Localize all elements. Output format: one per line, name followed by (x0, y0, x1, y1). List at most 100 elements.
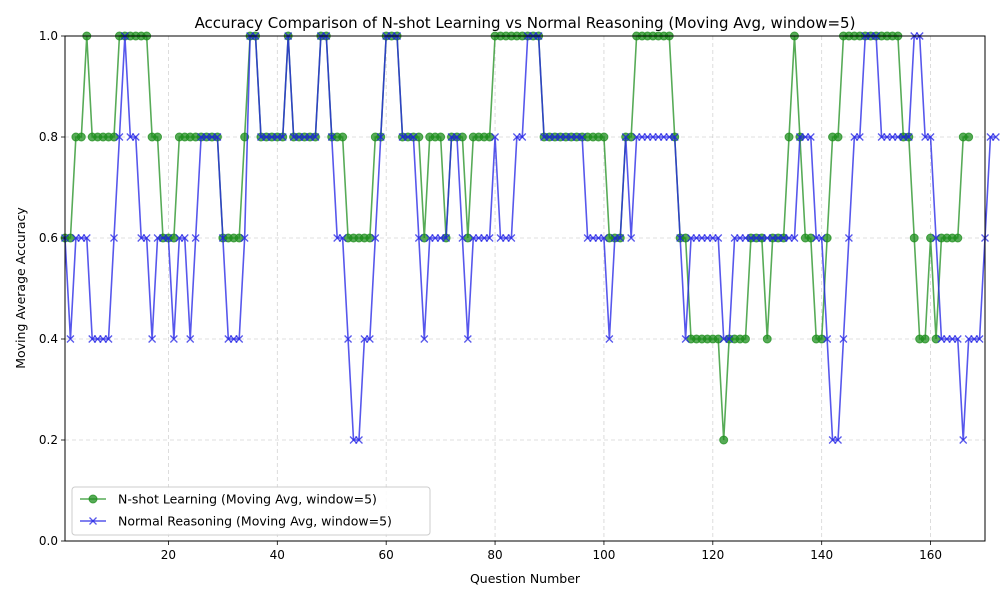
data-point (507, 234, 516, 242)
data-point (806, 233, 816, 243)
plot-frame (64, 35, 986, 542)
y-tick-label: 0.8 (39, 130, 58, 144)
data-point (839, 335, 848, 343)
data-point (627, 234, 636, 242)
x-axis-label: Question Number (470, 571, 581, 586)
legend-label: Normal Reasoning (Moving Avg, window=5) (118, 514, 392, 529)
data-point (784, 132, 794, 142)
data-point (371, 234, 380, 242)
data-point (855, 133, 864, 141)
data-point (713, 334, 723, 344)
data-point (65, 233, 75, 243)
x-axis: 20 40 60 80 100 120 140 160 (161, 541, 942, 562)
data-point (599, 234, 608, 242)
data-point (186, 335, 195, 343)
data-point (110, 234, 118, 242)
data-point (725, 335, 734, 343)
data-point (234, 233, 244, 243)
data-point (762, 334, 772, 344)
y-tick-label: 0.2 (39, 433, 58, 447)
data-point (991, 133, 1000, 141)
y-axis: 0.0 0.2 0.4 0.6 0.8 1.0 (39, 29, 65, 548)
data-point (953, 335, 962, 343)
data-point (931, 334, 941, 344)
data-point (740, 334, 750, 344)
data-point (278, 133, 287, 141)
data-point (180, 234, 189, 242)
data-point (817, 334, 827, 344)
data-point (714, 234, 723, 242)
data-point (458, 234, 467, 242)
data-point (719, 435, 729, 445)
data-point (681, 233, 691, 243)
data-point (436, 132, 446, 142)
data-point (131, 133, 140, 141)
data-point (670, 133, 679, 141)
x-tick-label: 100 (592, 548, 615, 562)
data-point (605, 335, 614, 343)
data-point (409, 133, 418, 141)
data-point (104, 335, 113, 343)
data-point (964, 132, 974, 142)
x-tick-label: 20 (161, 548, 176, 562)
legend-marker (89, 517, 97, 525)
x-tick-label: 40 (270, 548, 285, 562)
y-tick-label: 0.0 (39, 534, 58, 548)
data-point (518, 133, 527, 141)
data-point (834, 436, 842, 444)
data-point (148, 335, 157, 343)
data-point (169, 233, 179, 243)
data-point (344, 335, 353, 343)
data-point (485, 132, 495, 142)
data-point (909, 233, 919, 243)
data-point (66, 335, 75, 343)
x-tick-label: 140 (810, 548, 833, 562)
data-point (457, 132, 467, 142)
data-point (926, 133, 935, 141)
data-point (419, 233, 429, 243)
chart-title: Accuracy Comparison of N-shot Learning v… (195, 14, 856, 32)
data-point (463, 233, 473, 243)
data-point (414, 132, 424, 142)
data-point (806, 133, 815, 141)
data-point (681, 335, 690, 343)
data-point (621, 133, 630, 141)
data-point (142, 234, 151, 242)
data-point (959, 436, 968, 444)
data-point (420, 335, 429, 343)
data-point (822, 233, 832, 243)
data-point (452, 133, 461, 141)
data-point (414, 234, 423, 242)
data-point (338, 132, 348, 142)
y-tick-label: 1.0 (39, 29, 58, 43)
data-point (213, 133, 222, 141)
data-point (823, 335, 832, 343)
data-point (311, 133, 320, 141)
y-axis-label: Moving Average Accuracy (13, 207, 28, 369)
data-point (926, 233, 936, 243)
data-point (790, 234, 799, 242)
x-tick-label: 160 (919, 548, 942, 562)
data-point (833, 132, 843, 142)
data-point (376, 133, 385, 141)
data-point (485, 234, 494, 242)
data-point (491, 133, 500, 141)
data-point (920, 334, 930, 344)
x-tick-label: 120 (701, 548, 724, 562)
legend: N-shot Learning (Moving Avg, window=5) No… (71, 486, 431, 536)
data-point (153, 132, 163, 142)
y-tick-label: 0.4 (39, 332, 58, 346)
data-point (616, 234, 625, 242)
x-tick-label: 60 (379, 548, 394, 562)
data-point (844, 234, 853, 242)
legend-box (71, 486, 431, 536)
data-point (82, 234, 91, 242)
data-point (442, 234, 451, 242)
data-point (932, 234, 940, 242)
y-tick-label: 0.6 (39, 231, 58, 245)
data-point (953, 233, 963, 243)
data-point (365, 335, 374, 343)
data-point (599, 132, 609, 142)
data-point (109, 132, 119, 142)
